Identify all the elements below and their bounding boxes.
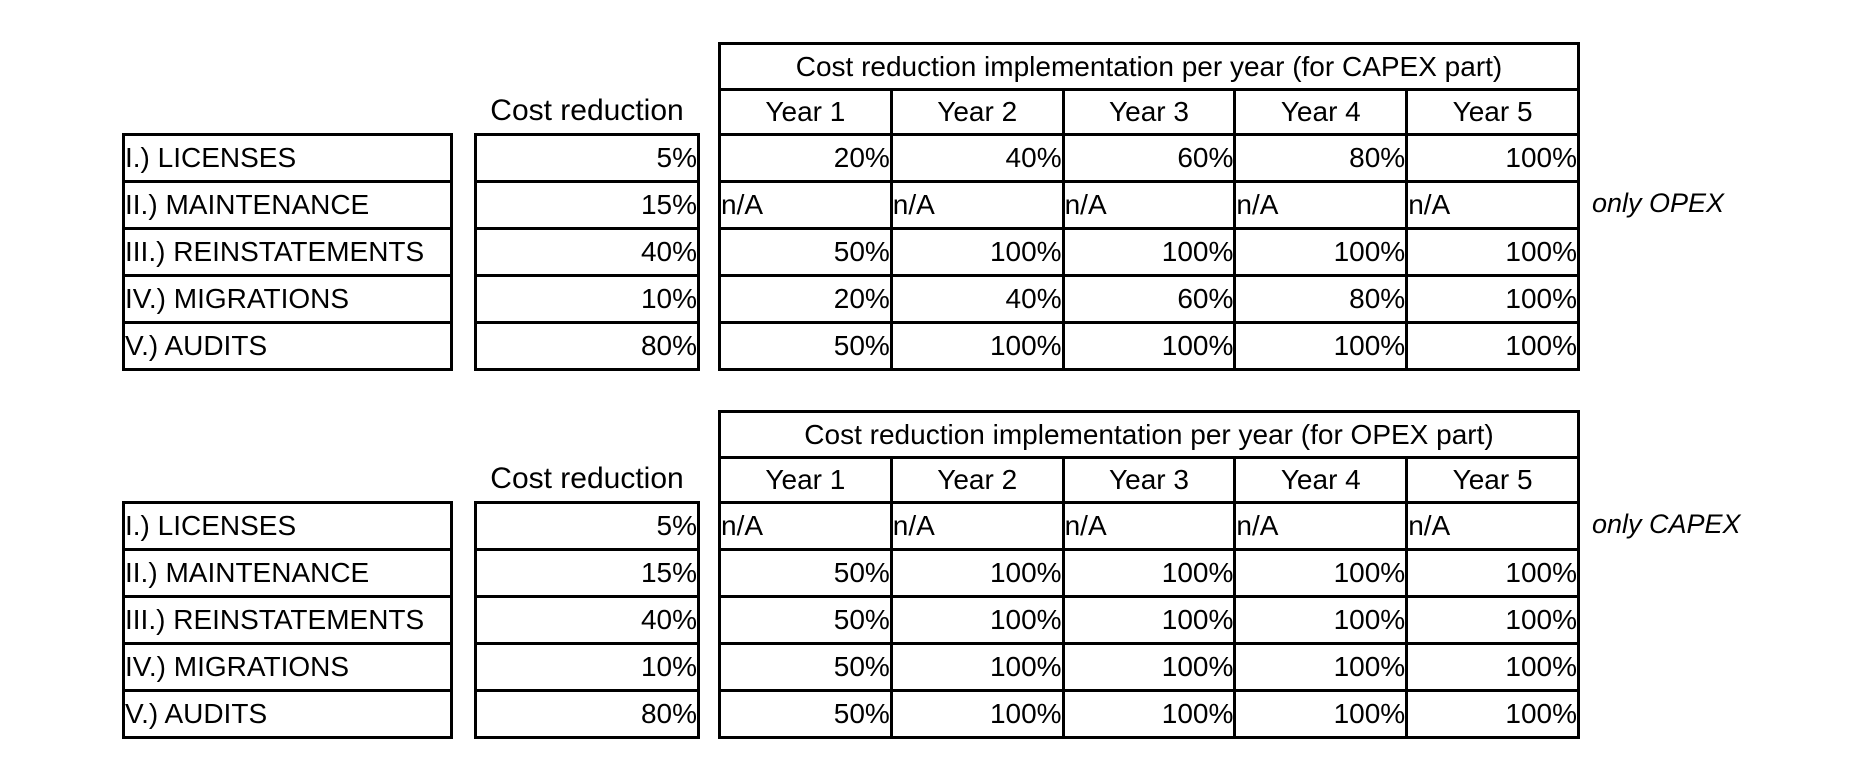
opex-year-cell: 100% — [1405, 548, 1580, 598]
opex-year-cell: 100% — [1061, 548, 1237, 598]
capex-row-label: II.) MAINTENANCE — [122, 180, 453, 230]
opex-year-cell: 50% — [718, 548, 893, 598]
opex-year-cell: n/A — [889, 501, 1065, 551]
capex-year-cell: 80% — [1233, 133, 1409, 183]
capex-year-cell: 100% — [1061, 227, 1237, 277]
opex-cost-reduction-cell: 40% — [474, 595, 700, 645]
capex-year-cell: n/A — [718, 180, 893, 230]
capex-row-label: I.) LICENSES — [122, 133, 453, 183]
opex-cost-reduction-cell: 5% — [474, 501, 700, 551]
opex-year-cell: 100% — [1061, 595, 1237, 645]
capex-year-cell: 100% — [1233, 321, 1409, 371]
opex-cost-reduction-cell: 80% — [474, 689, 700, 739]
opex-year-cell: n/A — [1233, 501, 1409, 551]
opex-year-cell: 100% — [1233, 548, 1409, 598]
year-header-cell: Year 1 — [718, 456, 893, 504]
capex-year-cell: 100% — [889, 321, 1065, 371]
opex-year-cell: n/A — [1405, 501, 1580, 551]
capex-cost-reduction-cell: 5% — [474, 133, 700, 183]
capex-year-cell: 100% — [889, 227, 1065, 277]
opex-year-cell: 100% — [1233, 595, 1409, 645]
capex-year-cell: 80% — [1233, 274, 1409, 324]
opex-year-cell: n/A — [718, 501, 893, 551]
opex-cost-reduction-cell: 15% — [474, 548, 700, 598]
year-header-cell: Year 2 — [889, 456, 1065, 504]
opex-table-title: Cost reduction implementation per year (… — [718, 410, 1580, 459]
year-header-cell: Year 3 — [1061, 88, 1237, 136]
capex-cost-reduction-cell: 80% — [474, 321, 700, 371]
opex-year-cell: 100% — [889, 548, 1065, 598]
capex-year-table: Cost reduction implementation per year (… — [718, 42, 1580, 371]
capex-year-cell: 100% — [1061, 321, 1237, 371]
opex-cost-reduction-table: 5% 15% 40% 10% 80% — [474, 501, 700, 739]
opex-year-cell: 50% — [718, 689, 893, 739]
opex-row-label: III.) REINSTATEMENTS — [122, 595, 453, 645]
capex-year-cell: 50% — [718, 227, 893, 277]
opex-year-cell: 100% — [1405, 642, 1580, 692]
opex-cost-reduction-cell: 10% — [474, 642, 700, 692]
opex-year-cell: 100% — [889, 642, 1065, 692]
capex-year-cell: 40% — [889, 274, 1065, 324]
opex-year-cell: 50% — [718, 595, 893, 645]
opex-year-cell: 100% — [1233, 642, 1409, 692]
capex-cost-reduction-header: Cost reduction — [490, 94, 684, 127]
capex-table-title: Cost reduction implementation per year (… — [718, 42, 1580, 91]
opex-year-cell: 100% — [889, 595, 1065, 645]
opex-row-labels-table: I.) LICENSES II.) MAINTENANCE III.) REIN… — [122, 501, 453, 739]
opex-year-cell: n/A — [1061, 501, 1237, 551]
capex-year-cell: 60% — [1061, 133, 1237, 183]
capex-cost-reduction-cell: 10% — [474, 274, 700, 324]
capex-year-cell: 40% — [889, 133, 1065, 183]
opex-year-table: Cost reduction implementation per year (… — [718, 410, 1580, 739]
capex-year-cell: 100% — [1405, 133, 1580, 183]
capex-year-cell: 50% — [718, 321, 893, 371]
year-header-cell: Year 1 — [718, 88, 893, 136]
opex-side-note: only CAPEX — [1592, 509, 1741, 539]
year-header-cell: Year 4 — [1233, 88, 1409, 136]
opex-row-label: I.) LICENSES — [122, 501, 453, 551]
capex-year-cell: n/A — [1233, 180, 1409, 230]
year-header-cell: Year 5 — [1405, 456, 1580, 504]
opex-year-cell: 100% — [1405, 689, 1580, 739]
opex-row-label: II.) MAINTENANCE — [122, 548, 453, 598]
capex-cost-reduction-cell: 40% — [474, 227, 700, 277]
year-header-cell: Year 5 — [1405, 88, 1580, 136]
capex-year-cell: 100% — [1405, 321, 1580, 371]
capex-year-cell: 100% — [1405, 274, 1580, 324]
opex-year-cell: 100% — [1061, 689, 1237, 739]
opex-row-label: IV.) MIGRATIONS — [122, 642, 453, 692]
capex-year-cell: n/A — [1405, 180, 1580, 230]
opex-year-cell: 100% — [1233, 689, 1409, 739]
capex-year-cell: 100% — [1405, 227, 1580, 277]
opex-year-cell: 50% — [718, 642, 893, 692]
capex-year-cell: n/A — [1061, 180, 1237, 230]
capex-year-cell: 20% — [718, 133, 893, 183]
capex-year-cell: 60% — [1061, 274, 1237, 324]
opex-year-cell: 100% — [1061, 642, 1237, 692]
capex-side-note: only OPEX — [1592, 188, 1725, 218]
opex-cost-reduction-header: Cost reduction — [490, 462, 684, 495]
capex-row-label: III.) REINSTATEMENTS — [122, 227, 453, 277]
opex-row-label: V.) AUDITS — [122, 689, 453, 739]
year-header-cell: Year 3 — [1061, 456, 1237, 504]
year-header-cell: Year 2 — [889, 88, 1065, 136]
capex-cost-reduction-cell: 15% — [474, 180, 700, 230]
capex-row-labels-table: I.) LICENSES II.) MAINTENANCE III.) REIN… — [122, 133, 453, 371]
opex-year-cell: 100% — [1405, 595, 1580, 645]
capex-year-cell: 100% — [1233, 227, 1409, 277]
capex-year-cell: 20% — [718, 274, 893, 324]
capex-row-label: IV.) MIGRATIONS — [122, 274, 453, 324]
capex-row-label: V.) AUDITS — [122, 321, 453, 371]
opex-year-cell: 100% — [889, 689, 1065, 739]
year-header-cell: Year 4 — [1233, 456, 1409, 504]
capex-cost-reduction-table: 5% 15% 40% 10% 80% — [474, 133, 700, 371]
capex-year-cell: n/A — [889, 180, 1065, 230]
